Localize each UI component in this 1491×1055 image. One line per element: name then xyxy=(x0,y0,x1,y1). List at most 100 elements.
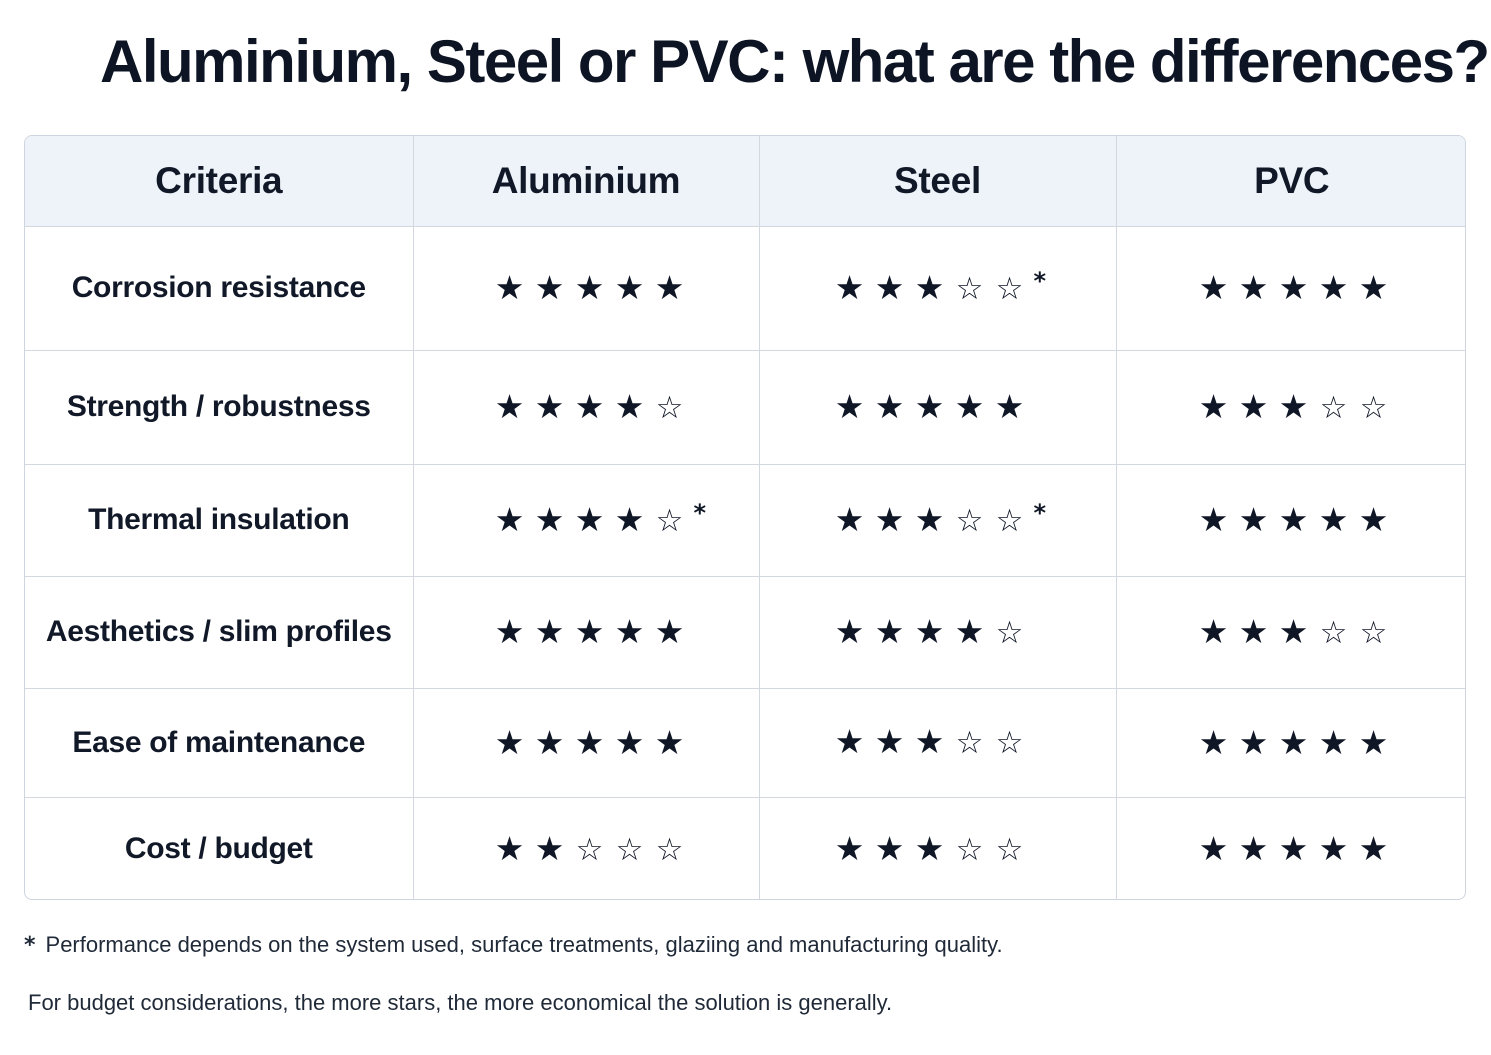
filled-star-icon: ★ xyxy=(1238,268,1269,307)
star-rating: ★ ★ ★ ☆ ☆ * xyxy=(830,267,1046,309)
rating-cell-steel: ★ ★ ★ ★ ★ xyxy=(759,350,1117,465)
filled-star-icon: ★ xyxy=(914,499,945,539)
header-steel: Steel xyxy=(759,136,1117,227)
filled-star-icon: ★ xyxy=(1238,386,1269,426)
empty-star-icon: ☆ xyxy=(615,831,644,868)
filled-star-icon: ★ xyxy=(574,722,605,762)
criteria-cell: Strength / robustness xyxy=(25,350,414,465)
filled-star-icon: ★ xyxy=(574,499,605,539)
filled-star-icon: ★ xyxy=(1278,500,1309,539)
comparison-table: Criteria Aluminium Steel PVC Corrosion r… xyxy=(25,136,1465,899)
filled-star-icon: ★ xyxy=(874,611,905,651)
footnote-reference-asterisk: * xyxy=(693,498,707,527)
criteria-cell: Corrosion resistance xyxy=(25,226,414,351)
table-body: Corrosion resistance ★ ★ ★ ★ ★ ★ ★ ★ ☆ ☆ * ★ ★ ★ ★ ★ Stre… xyxy=(25,226,1465,899)
empty-star-icon: ☆ xyxy=(955,831,984,868)
filled-star-icon: ★ xyxy=(534,828,565,868)
empty-star-icon: ☆ xyxy=(995,502,1024,539)
star-rating: ★ ★ ★ ★ ★ xyxy=(490,723,690,763)
filled-star-icon: ★ xyxy=(1198,829,1229,869)
filled-star-icon: ★ xyxy=(914,387,945,426)
filled-star-icon: ★ xyxy=(494,268,525,307)
filled-star-icon: ★ xyxy=(1278,386,1309,426)
empty-star-icon: ☆ xyxy=(655,831,684,868)
rating-cell-aluminium: ★ ★ ★ ★ ☆ * xyxy=(413,464,760,577)
filled-star-icon: ★ xyxy=(1238,722,1269,762)
filled-star-icon: ★ xyxy=(1358,722,1389,762)
empty-star-icon: ☆ xyxy=(995,270,1024,307)
star-rating: ★ ★ ★ ★ ☆ * xyxy=(490,498,707,541)
footnote-reference-asterisk: * xyxy=(1033,498,1047,527)
table-row: Cost / budget ★ ★ ☆ ☆ ☆ ★ ★ ★ ☆ ☆ ★ ★ ★ ★ ★ xyxy=(25,797,1465,899)
table-row: Corrosion resistance ★ ★ ★ ★ ★ ★ ★ ★ ☆ ☆ * ★ ★ ★ ★ ★ xyxy=(25,226,1465,351)
filled-star-icon: ★ xyxy=(614,499,645,539)
filled-star-icon: ★ xyxy=(534,612,565,651)
rating-cell-aluminium: ★ ★ ★ ★ ☆ xyxy=(413,350,760,465)
empty-star-icon: ☆ xyxy=(1319,614,1348,651)
filled-star-icon: ★ xyxy=(874,499,905,539)
filled-star-icon: ★ xyxy=(1278,268,1309,307)
star-rating: ★ ★ ★ ★ ★ xyxy=(1194,500,1394,540)
filled-star-icon: ★ xyxy=(494,612,525,651)
star-rating: ★ ★ ★ ★ ★ xyxy=(1194,723,1394,763)
table-row: Thermal insulation ★ ★ ★ ★ ☆ * ★ ★ ★ ☆ ☆ * ★ ★ ★ ★ ★ xyxy=(25,464,1465,577)
star-rating: ★ ★ ★ ☆ ☆ xyxy=(1194,387,1394,428)
table-row: Strength / robustness ★ ★ ★ ★ ☆ ★ ★ ★ ★ ★ ★ ★ ★ ☆ ☆ xyxy=(25,350,1465,465)
filled-star-icon: ★ xyxy=(1278,829,1309,869)
filled-star-icon: ★ xyxy=(1318,722,1349,762)
filled-star-icon: ★ xyxy=(914,611,945,651)
rating-cell-steel: ★ ★ ★ ☆ ☆ xyxy=(759,797,1117,899)
empty-star-icon: ☆ xyxy=(955,502,984,539)
filled-star-icon: ★ xyxy=(1278,722,1309,762)
rating-cell-pvc: ★ ★ ★ ☆ ☆ xyxy=(1116,576,1465,689)
rating-cell-pvc: ★ ★ ★ ★ ★ xyxy=(1116,797,1465,899)
star-rating: ★ ★ ★ ★ ☆ xyxy=(490,387,690,428)
filled-star-icon: ★ xyxy=(914,267,945,307)
filled-star-icon: ★ xyxy=(874,828,905,868)
filled-star-icon: ★ xyxy=(914,722,945,761)
filled-star-icon: ★ xyxy=(1318,500,1349,539)
filled-star-icon: ★ xyxy=(614,268,645,307)
star-rating: ★ ★ ★ ★ ★ xyxy=(490,268,690,308)
rating-cell-steel: ★ ★ ★ ★ ☆ xyxy=(759,576,1117,689)
rating-cell-pvc: ★ ★ ★ ★ ★ xyxy=(1116,464,1465,577)
filled-star-icon: ★ xyxy=(1198,386,1229,426)
filled-star-icon: ★ xyxy=(874,387,905,426)
filled-star-icon: ★ xyxy=(614,612,645,651)
page-title: Aluminium, Steel or PVC: what are the di… xyxy=(100,28,1490,95)
filled-star-icon: ★ xyxy=(874,722,905,761)
filled-star-icon: ★ xyxy=(534,499,565,539)
empty-star-icon: ☆ xyxy=(1359,614,1388,651)
filled-star-icon: ★ xyxy=(834,499,865,539)
filled-star-icon: ★ xyxy=(494,722,525,762)
filled-star-icon: ★ xyxy=(534,386,565,426)
criteria-cell: Ease of maintenance xyxy=(25,688,414,798)
rating-cell-aluminium: ★ ★ ☆ ☆ ☆ xyxy=(413,797,760,899)
empty-star-icon: ☆ xyxy=(995,725,1024,761)
empty-star-icon: ☆ xyxy=(655,502,684,539)
criteria-cell: Cost / budget xyxy=(25,797,414,899)
filled-star-icon: ★ xyxy=(834,267,865,307)
filled-star-icon: ★ xyxy=(1358,268,1389,307)
empty-star-icon: ☆ xyxy=(995,831,1024,868)
filled-star-icon: ★ xyxy=(1278,611,1309,651)
empty-star-icon: ☆ xyxy=(575,831,604,868)
header-aluminium: Aluminium xyxy=(413,136,760,227)
footnote-text: Performance depends on the system used, … xyxy=(45,932,1003,957)
filled-star-icon: ★ xyxy=(1318,829,1349,869)
header-criteria: Criteria xyxy=(25,136,414,227)
filled-star-icon: ★ xyxy=(914,828,945,868)
filled-star-icon: ★ xyxy=(614,386,645,426)
star-rating: ★ ★ ★ ★ ★ xyxy=(1194,829,1394,869)
rating-cell-steel: ★ ★ ★ ☆ ☆ xyxy=(759,688,1117,798)
rating-cell-steel: ★ ★ ★ ☆ ☆ * xyxy=(759,226,1117,351)
star-rating: ★ ★ ★ ☆ ☆ xyxy=(1194,612,1394,653)
star-rating: ★ ★ ★ ★ ★ xyxy=(830,387,1030,427)
star-rating: ★ ★ ★ ★ ★ xyxy=(1194,268,1394,308)
criteria-cell: Aesthetics / slim profiles xyxy=(25,576,414,689)
filled-star-icon: ★ xyxy=(834,387,865,426)
footnote: * Performance depends on the system used,… xyxy=(24,932,1003,958)
rating-cell-aluminium: ★ ★ ★ ★ ★ xyxy=(413,688,760,798)
filled-star-icon: ★ xyxy=(654,722,685,762)
table-row: Aesthetics / slim profiles ★ ★ ★ ★ ★ ★ ★ ★ ★ ☆ ★ ★ ★ ☆… xyxy=(25,576,1465,689)
